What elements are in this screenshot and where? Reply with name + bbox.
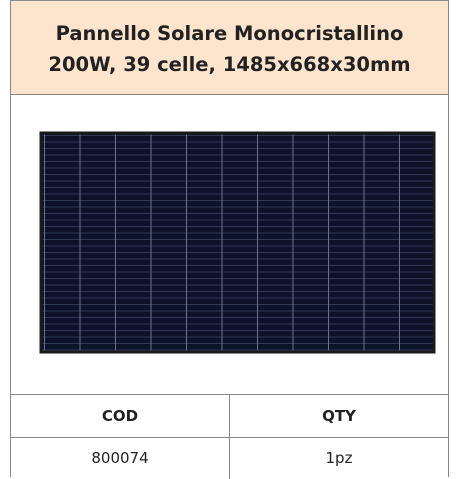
- cell: 800074: [11, 437, 230, 479]
- panel-frame: [39, 131, 436, 354]
- table-header: COD QTY: [11, 395, 448, 438]
- title: Pannello Solare Monocristallino 200W, 39…: [11, 0, 448, 95]
- column-header: COD: [11, 395, 230, 437]
- cell: 1pz: [325, 449, 353, 467]
- title-line: 200W, 39 celle, 1485x668x30mm: [48, 53, 411, 76]
- column-header: QTY: [322, 407, 356, 425]
- title-line: Pannello Solare Monocristallino: [55, 22, 404, 45]
- product-image: [11, 95, 448, 395]
- solar-panel: [39, 131, 436, 354]
- product-card: Pannello Solare Monocristallino 200W, 39…: [10, 0, 449, 479]
- table-row: 800074 1pz: [11, 437, 448, 479]
- panel-cells: [44, 133, 434, 352]
